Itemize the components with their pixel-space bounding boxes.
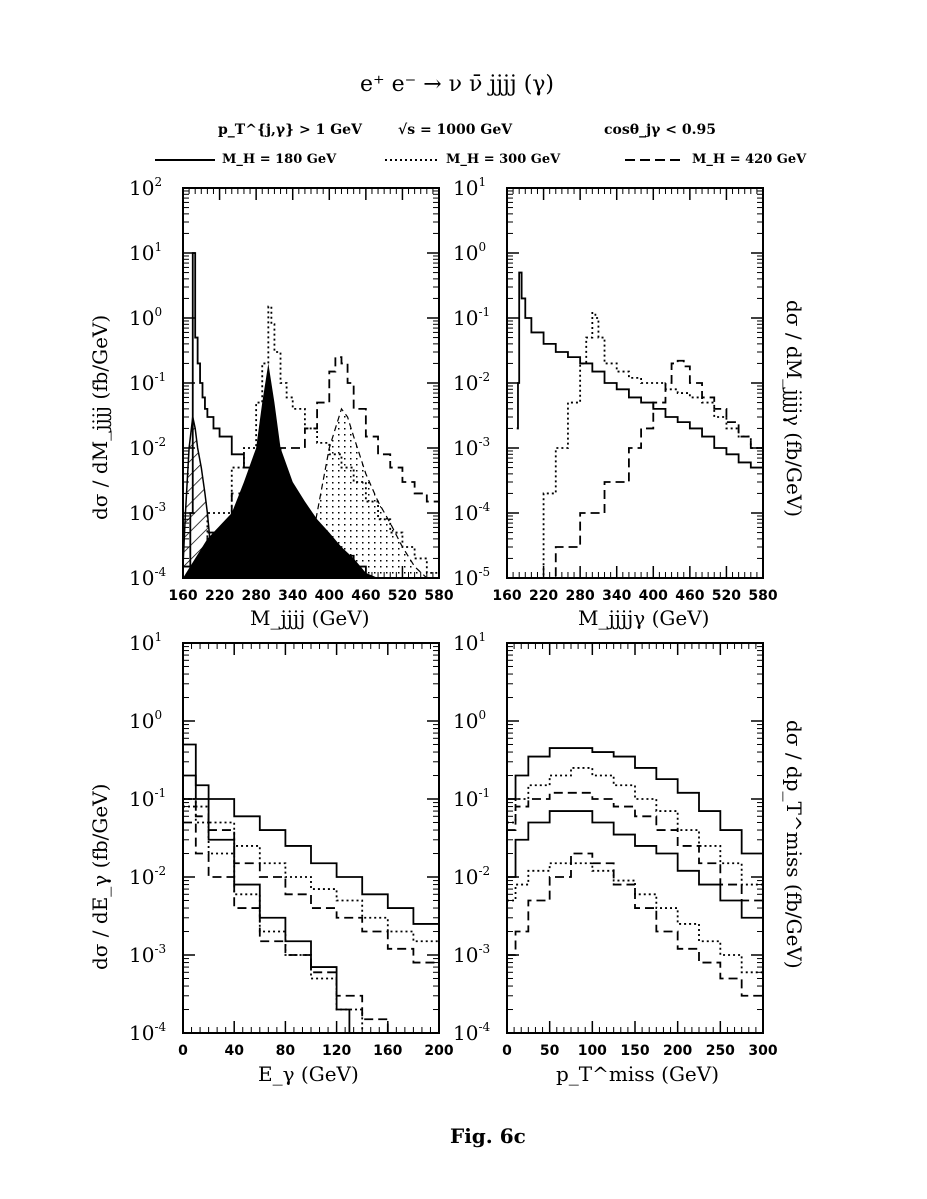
xtick-label: 160 bbox=[492, 588, 521, 604]
xtick-label: 200 bbox=[663, 1043, 692, 1059]
ytick-label: 100 bbox=[129, 305, 162, 330]
ytick-label: 10-3 bbox=[453, 942, 490, 967]
xtick-label: 120 bbox=[322, 1043, 351, 1059]
series-dotted-bottom-left-1 bbox=[183, 798, 439, 955]
ytick-label: 10-2 bbox=[453, 864, 490, 889]
ytick-label: 10-3 bbox=[453, 435, 490, 460]
ytick-label: 10-1 bbox=[129, 370, 166, 395]
xtick-label: 0 bbox=[178, 1043, 188, 1059]
xtick-label: 80 bbox=[276, 1043, 296, 1059]
xtick-label: 400 bbox=[639, 588, 668, 604]
xtick-label: 220 bbox=[205, 588, 234, 604]
ytick-label: 101 bbox=[453, 630, 486, 655]
ytick-label: 10-3 bbox=[129, 942, 166, 967]
ytick-label: 100 bbox=[453, 240, 486, 265]
xlabel-top-left: M_jjjj (GeV) bbox=[250, 606, 370, 630]
ylabel-top-left: dσ / dM_jjjj (fb/GeV) bbox=[88, 314, 112, 520]
ytick-label: 10-4 bbox=[129, 1020, 167, 1045]
ytick-label: 101 bbox=[129, 630, 162, 655]
ytick-label: 10-2 bbox=[129, 435, 166, 460]
xtick-label: 340 bbox=[602, 588, 631, 604]
xtick-label: 280 bbox=[242, 588, 271, 604]
legend-label-300: M_H = 300 GeV bbox=[446, 152, 561, 167]
legend-label-420: M_H = 420 GeV bbox=[692, 152, 807, 167]
series-dotted-bottom-right-1 bbox=[507, 767, 763, 901]
xtick-label: 580 bbox=[748, 588, 777, 604]
series-solid-bottom-left-0 bbox=[183, 743, 439, 936]
xtick-label: 0 bbox=[502, 1043, 512, 1059]
series-dotted-top-left-1 bbox=[183, 305, 439, 578]
xtick-label: 250 bbox=[706, 1043, 735, 1059]
xtick-label: 460 bbox=[675, 588, 704, 604]
ytick-label: 10-1 bbox=[129, 786, 166, 811]
xtick-label: 100 bbox=[578, 1043, 607, 1059]
ytick-label: 101 bbox=[129, 240, 162, 265]
series-dashed-bottom-left-5 bbox=[183, 821, 389, 1033]
series-solid-bottom-left-3 bbox=[183, 774, 351, 1033]
ylabel-top-right: dσ / dM_jjjjγ (fb/GeV) bbox=[782, 300, 806, 518]
figure-caption: Fig. 6c bbox=[450, 1124, 526, 1148]
ytick-label: 10-4 bbox=[129, 565, 167, 590]
xtick-label: 40 bbox=[224, 1043, 244, 1059]
series-dashed-top-right-2 bbox=[543, 359, 763, 578]
ytick-label: 10-2 bbox=[129, 864, 166, 889]
series-dashed-bottom-right-5 bbox=[507, 852, 763, 1010]
ytick-label: 10-3 bbox=[129, 500, 166, 525]
series-solid-top-left-0 bbox=[183, 252, 439, 578]
ytick-label: 10-1 bbox=[453, 786, 490, 811]
xlabel-top-right: M_jjjjγ (GeV) bbox=[578, 606, 710, 630]
xtick-label: 220 bbox=[529, 588, 558, 604]
xlabel-bottom-right: p_T^miss (GeV) bbox=[556, 1062, 720, 1086]
ytick-label: 10-4 bbox=[453, 500, 491, 525]
cut-cos-label: cosθ_jγ < 0.95 bbox=[604, 122, 716, 138]
ylabel-bottom-left: dσ / dE_γ (fb/GeV) bbox=[88, 783, 112, 970]
figure-title: e⁺ e⁻ → ν ν̄ jjjj (γ) bbox=[360, 72, 555, 97]
ytick-label: 100 bbox=[453, 708, 486, 733]
ytick-label: 101 bbox=[453, 175, 486, 200]
xlabel-bottom-left: E_γ (GeV) bbox=[258, 1062, 359, 1086]
ytick-label: 102 bbox=[129, 175, 162, 200]
xtick-label: 280 bbox=[566, 588, 595, 604]
series-solid-bottom-right-3 bbox=[507, 810, 763, 932]
xtick-label: 150 bbox=[620, 1043, 649, 1059]
ylabel-bottom-right: dσ / dp_T^miss (fb/GeV) bbox=[782, 720, 806, 969]
xtick-label: 400 bbox=[315, 588, 344, 604]
plot-frame-top-right bbox=[506, 187, 764, 579]
xtick-label: 580 bbox=[424, 588, 453, 604]
series-dotted-bottom-right-4 bbox=[507, 862, 763, 987]
ytick-label: 10-1 bbox=[453, 305, 490, 330]
ytick-label: 10-5 bbox=[453, 565, 490, 590]
series-dashed-bottom-right-2 bbox=[507, 791, 763, 918]
xtick-label: 520 bbox=[712, 588, 741, 604]
ytick-label: 100 bbox=[129, 708, 162, 733]
ytick-label: 10-2 bbox=[453, 370, 490, 395]
dotted-area-420 bbox=[304, 407, 439, 578]
series-dotted-top-right-1 bbox=[531, 311, 763, 578]
xtick-label: 200 bbox=[424, 1043, 453, 1059]
hatched-area-180 bbox=[183, 416, 211, 578]
xtick-label: 160 bbox=[373, 1043, 402, 1059]
series-solid-bottom-right-0 bbox=[507, 747, 763, 877]
cut-pt-label: p_T^{j,γ} > 1 GeV bbox=[218, 122, 362, 138]
xtick-label: 160 bbox=[168, 588, 197, 604]
legend-label-180: M_H = 180 GeV bbox=[222, 152, 337, 167]
xtick-label: 520 bbox=[388, 588, 417, 604]
ytick-label: 10-4 bbox=[453, 1020, 491, 1045]
xtick-label: 300 bbox=[748, 1043, 777, 1059]
series-solid-top-right-0 bbox=[516, 271, 763, 482]
xtick-label: 50 bbox=[540, 1043, 560, 1059]
cut-sqrt-s-label: √s = 1000 GeV bbox=[398, 122, 513, 138]
xtick-label: 340 bbox=[278, 588, 307, 604]
xtick-label: 460 bbox=[351, 588, 380, 604]
series-dashed-top-left-2 bbox=[183, 356, 439, 578]
